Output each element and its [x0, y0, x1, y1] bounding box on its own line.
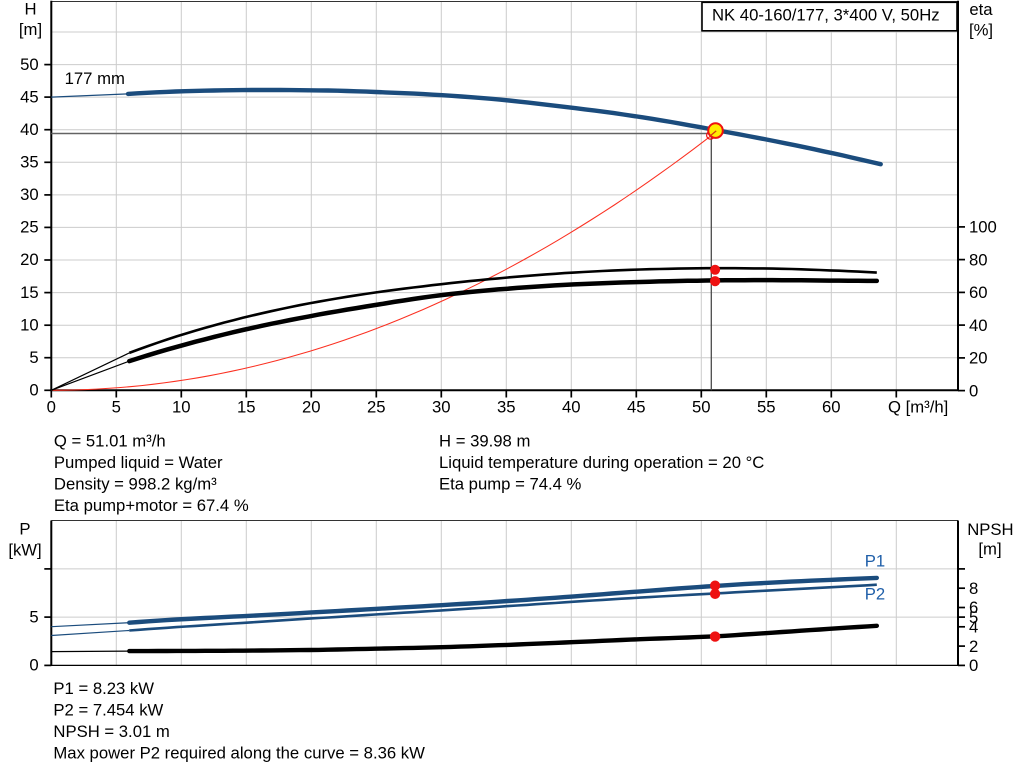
- svg-text:80: 80: [969, 250, 988, 269]
- svg-text:20: 20: [20, 250, 39, 269]
- svg-text:15: 15: [237, 397, 256, 416]
- svg-text:NPSH = 3.01 m: NPSH = 3.01 m: [53, 722, 169, 741]
- svg-text:40: 40: [562, 397, 581, 416]
- svg-text:45: 45: [627, 397, 646, 416]
- svg-text:5: 5: [112, 397, 121, 416]
- svg-text:30: 30: [432, 397, 451, 416]
- svg-text:P1 = 8.23 kW: P1 = 8.23 kW: [53, 679, 154, 698]
- svg-text:5: 5: [969, 608, 978, 627]
- svg-text:0: 0: [47, 397, 56, 416]
- svg-text:NPSH: NPSH: [967, 520, 1013, 539]
- svg-text:Eta pump = 74.4 %: Eta pump = 74.4 %: [439, 474, 582, 493]
- svg-text:50: 50: [20, 55, 39, 74]
- svg-text:10: 10: [20, 315, 39, 334]
- svg-text:Eta pump+motor = 67.4 %: Eta pump+motor = 67.4 %: [54, 496, 249, 515]
- svg-text:100: 100: [969, 218, 997, 237]
- svg-text:10: 10: [172, 397, 191, 416]
- svg-text:[m]: [m]: [978, 540, 1001, 559]
- svg-text:20: 20: [969, 349, 988, 368]
- svg-text:5: 5: [29, 348, 38, 367]
- svg-text:45: 45: [20, 87, 39, 106]
- svg-text:P: P: [19, 520, 30, 539]
- svg-text:P2 = 7.454 kW: P2 = 7.454 kW: [53, 700, 163, 719]
- svg-text:P2: P2: [865, 585, 885, 604]
- svg-text:0: 0: [29, 656, 38, 675]
- svg-text:NK 40-160/177, 3*400 V, 50Hz: NK 40-160/177, 3*400 V, 50Hz: [712, 5, 940, 24]
- svg-text:H: H: [24, 0, 36, 18]
- svg-text:[kW]: [kW]: [8, 541, 41, 560]
- svg-text:[m]: [m]: [19, 20, 42, 39]
- svg-text:5: 5: [29, 607, 38, 626]
- svg-text:Max power P2 required along th: Max power P2 required along the curve = …: [53, 743, 425, 762]
- svg-text:30: 30: [20, 185, 39, 204]
- svg-text:35: 35: [20, 152, 39, 171]
- svg-text:P1: P1: [865, 551, 885, 570]
- svg-text:2: 2: [969, 637, 978, 656]
- svg-text:60: 60: [969, 283, 988, 302]
- svg-text:35: 35: [497, 397, 516, 416]
- svg-text:177 mm: 177 mm: [65, 69, 125, 88]
- svg-text:25: 25: [367, 397, 386, 416]
- svg-text:8: 8: [969, 579, 978, 598]
- svg-text:60: 60: [822, 397, 841, 416]
- svg-text:Q = 51.01 m³/h: Q = 51.01 m³/h: [54, 431, 166, 450]
- svg-text:55: 55: [757, 397, 776, 416]
- svg-text:6: 6: [969, 598, 978, 617]
- svg-text:0: 0: [969, 656, 978, 675]
- svg-text:Liquid temperature during oper: Liquid temperature during operation = 20…: [439, 453, 764, 472]
- svg-text:4: 4: [969, 618, 978, 637]
- svg-text:15: 15: [20, 283, 39, 302]
- svg-text:Pumped liquid = Water: Pumped liquid = Water: [54, 453, 223, 472]
- svg-text:Density = 998.2 kg/m³: Density = 998.2 kg/m³: [54, 474, 217, 493]
- svg-text:50: 50: [692, 397, 711, 416]
- svg-text:0: 0: [29, 381, 38, 400]
- svg-text:0: 0: [969, 381, 978, 400]
- svg-text:H = 39.98 m: H = 39.98 m: [439, 431, 530, 450]
- svg-text:eta: eta: [969, 0, 993, 19]
- svg-text:[%]: [%]: [969, 20, 993, 39]
- svg-text:Q [m³/h]: Q [m³/h]: [888, 397, 948, 416]
- svg-text:25: 25: [20, 218, 39, 237]
- svg-text:20: 20: [302, 397, 321, 416]
- svg-text:40: 40: [20, 120, 39, 139]
- svg-text:40: 40: [969, 316, 988, 335]
